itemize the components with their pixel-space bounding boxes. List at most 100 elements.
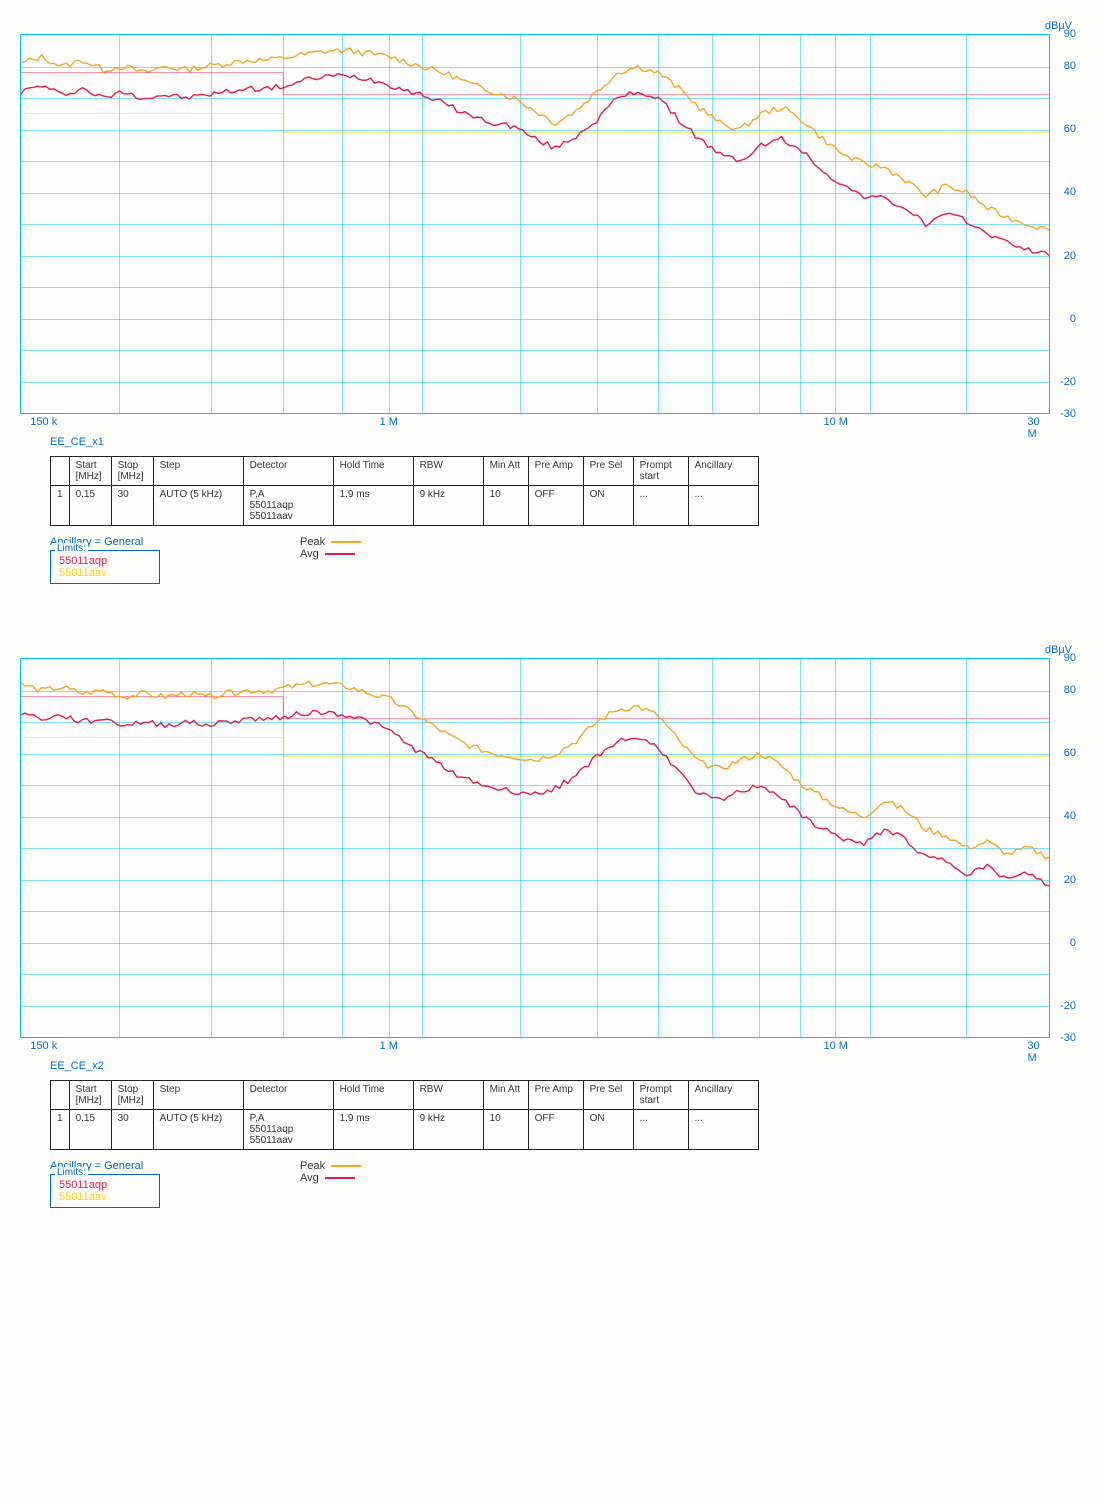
- legend-swatch: [331, 541, 361, 543]
- y-tick-label: 20: [1064, 250, 1076, 262]
- y-ticks: -30-2002040608090: [1050, 34, 1080, 414]
- x-axis: 150 k1 M10 M30 M: [20, 416, 1050, 432]
- y-tick-label: 20: [1064, 874, 1076, 886]
- table-cell: 10: [483, 486, 528, 526]
- meta-row: Ancillary = GeneralLimits:55011aqp55011a…: [50, 1160, 1080, 1208]
- table-header: [51, 457, 70, 486]
- table-header: Ancillary: [688, 1081, 758, 1110]
- legend-label: Peak: [300, 1160, 325, 1172]
- table-header: Start[MHz]: [69, 1081, 111, 1110]
- table-cell: 1: [51, 1110, 70, 1150]
- chart-block-1: dBµV-30-2002040608090150 k1 M10 M30 MEE_…: [20, 644, 1080, 1208]
- limit-line-red: [21, 73, 1049, 95]
- table-header: Min Att: [483, 457, 528, 486]
- trace-peak: [21, 681, 1049, 859]
- y-ticks: -30-2002040608090: [1050, 658, 1080, 1038]
- y-tick-label: -20: [1060, 376, 1076, 388]
- chart-wrap: -30-2002040608090: [20, 34, 1080, 414]
- chart-block-0: dBµV-30-2002040608090150 k1 M10 M30 MEE_…: [20, 20, 1080, 584]
- y-tick-label: 80: [1064, 60, 1076, 72]
- chart-plot: [20, 658, 1050, 1038]
- table-header: Hold Time: [333, 1081, 413, 1110]
- legend-label: Peak: [300, 536, 325, 548]
- ancillary-limits: Ancillary = GeneralLimits:55011aqp55011a…: [50, 536, 160, 584]
- chart-plot: [20, 34, 1050, 414]
- y-axis-unit: dBµV: [20, 20, 1080, 32]
- y-tick-label: -20: [1060, 1000, 1076, 1012]
- y-tick-label: -30: [1060, 1032, 1076, 1044]
- x-tick-label: 30 M: [1027, 1040, 1039, 1064]
- y-tick-label: 90: [1064, 28, 1076, 40]
- legend: PeakAvg: [300, 1160, 361, 1208]
- table-header: Pre Sel: [583, 1081, 633, 1110]
- params-table: Start[MHz]Stop[MHz]StepDetectorHold Time…: [50, 456, 759, 526]
- limit-line-yellow: [21, 738, 1049, 757]
- legend: PeakAvg: [300, 536, 361, 584]
- table-cell: ...: [688, 1110, 758, 1150]
- table-cell: 0.15: [69, 486, 111, 526]
- y-axis-unit: dBµV: [20, 644, 1080, 656]
- params-table: Start[MHz]Stop[MHz]StepDetectorHold Time…: [50, 1080, 759, 1150]
- legend-label: Avg: [300, 548, 319, 560]
- legend-swatch: [325, 553, 355, 555]
- table-cell: 9 kHz: [413, 486, 483, 526]
- trace-avg: [21, 74, 1049, 256]
- table-header: Promptstart: [633, 457, 688, 486]
- meta-row: Ancillary = GeneralLimits:55011aqp55011a…: [50, 536, 1080, 584]
- table-header: [51, 1081, 70, 1110]
- table-cell: OFF: [528, 1110, 583, 1150]
- table-cell: ON: [583, 1110, 633, 1150]
- table-header: Pre Amp: [528, 457, 583, 486]
- table-cell: 30: [111, 1110, 153, 1150]
- x-tick-label: 1 M: [380, 416, 398, 428]
- table-cell: P,A55011aqp55011aav: [243, 486, 333, 526]
- table-header: Min Att: [483, 1081, 528, 1110]
- chart-name: EE_CE_x1: [50, 436, 1080, 448]
- table-cell: ON: [583, 486, 633, 526]
- table-cell: ...: [688, 486, 758, 526]
- table-cell: OFF: [528, 486, 583, 526]
- table-header: Pre Sel: [583, 457, 633, 486]
- x-axis: 150 k1 M10 M30 M: [20, 1040, 1050, 1056]
- table-cell: 1.9 ms: [333, 1110, 413, 1150]
- legend-row: Avg: [300, 548, 361, 560]
- legend-row: Avg: [300, 1172, 361, 1184]
- table-cell: AUTO (5 kHz): [153, 486, 243, 526]
- table-header: RBW: [413, 457, 483, 486]
- table-header: RBW: [413, 1081, 483, 1110]
- x-tick-label: 150 k: [30, 416, 57, 428]
- y-tick-label: -30: [1060, 408, 1076, 420]
- table-header: Step: [153, 457, 243, 486]
- legend-row: Peak: [300, 1160, 361, 1172]
- limits-item: 55011aqp: [59, 555, 151, 567]
- table-cell: P,A55011aqp55011aav: [243, 1110, 333, 1150]
- trace-svg: [21, 35, 1049, 413]
- limits-box: Limits:55011aqp55011aav: [50, 1174, 160, 1208]
- limit-line-red: [21, 697, 1049, 719]
- table-header: Stop[MHz]: [111, 1081, 153, 1110]
- limits-title: Limits:: [55, 1167, 88, 1178]
- table-row: 10.1530AUTO (5 kHz)P,A55011aqp55011aav1.…: [51, 486, 759, 526]
- x-tick-label: 1 M: [380, 1040, 398, 1052]
- y-tick-label: 80: [1064, 684, 1076, 696]
- table-cell: 0.15: [69, 1110, 111, 1150]
- table-cell: ...: [633, 486, 688, 526]
- legend-row: Peak: [300, 536, 361, 548]
- table-cell: 10: [483, 1110, 528, 1150]
- table-header: Promptstart: [633, 1081, 688, 1110]
- legend-label: Avg: [300, 1172, 319, 1184]
- limits-item: 55011aav: [59, 567, 151, 579]
- table-cell: 9 kHz: [413, 1110, 483, 1150]
- table-row: 10.1530AUTO (5 kHz)P,A55011aqp55011aav1.…: [51, 1110, 759, 1150]
- y-tick-label: 40: [1064, 186, 1076, 198]
- limits-item: 55011aav: [59, 1191, 151, 1203]
- table-header: Stop[MHz]: [111, 457, 153, 486]
- y-tick-label: 40: [1064, 810, 1076, 822]
- table-header: Pre Amp: [528, 1081, 583, 1110]
- trace-svg: [21, 659, 1049, 1037]
- limits-title: Limits:: [55, 543, 88, 554]
- limit-line-yellow: [21, 114, 1049, 133]
- table-cell: 30: [111, 486, 153, 526]
- x-tick-label: 10 M: [824, 1040, 848, 1052]
- table-cell: ...: [633, 1110, 688, 1150]
